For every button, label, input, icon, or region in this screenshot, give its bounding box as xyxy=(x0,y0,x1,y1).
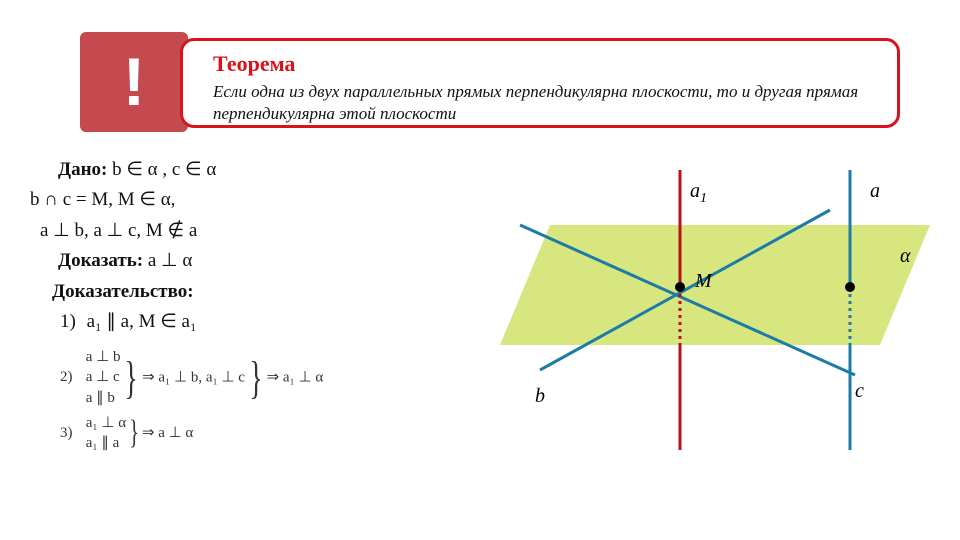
theorem-text: Если одна из двух параллельных прямых пе… xyxy=(213,81,877,125)
label-b: b xyxy=(535,385,545,408)
label-c: c xyxy=(855,380,864,403)
diagram-svg xyxy=(460,170,940,470)
prove-text: a ⊥ α xyxy=(148,250,192,271)
brace-icon: } xyxy=(129,418,139,449)
step3: 3) a₁ ⊥ α a₁ ∥ a } ⇒ a ⊥ α xyxy=(60,413,193,454)
step2: 2) a ⊥ b a ⊥ c a ∥ b } ⇒ a₁ ⊥ b, a₁ ⊥ c … xyxy=(60,347,323,408)
plane-alpha xyxy=(500,225,930,345)
step3-r: ⇒ a ⊥ α xyxy=(142,425,193,441)
step2-r2: ⇒ a₁ ⊥ α xyxy=(267,369,324,385)
step3-l2: a₁ ∥ a xyxy=(86,433,126,453)
given-1: b ∈ α , c ∈ α xyxy=(112,159,216,180)
given-2: b ∩ c = M, M ∈ α, xyxy=(30,185,470,215)
theorem-box: Теорема Если одна из двух параллельных п… xyxy=(180,38,900,128)
given-label: Дано: xyxy=(58,159,107,180)
point-m xyxy=(675,282,685,292)
label-a1: a1 xyxy=(690,180,707,207)
step1-text: a₁ ∥ a, M ∈ a₁ xyxy=(87,311,197,332)
theorem-header: ! Теорема Если одна из двух параллельных… xyxy=(80,32,900,132)
step2-l2: a ⊥ c xyxy=(86,367,121,387)
step1-num: 1) xyxy=(60,311,76,332)
prove-label: Доказать: xyxy=(58,250,143,271)
given-3: a ⊥ b, a ⊥ c, M ∉ a xyxy=(30,216,470,246)
brace-icon: } xyxy=(125,357,138,398)
step3-num: 3) xyxy=(60,423,82,443)
label-alpha: α xyxy=(900,245,911,268)
proof-label: Доказательство: xyxy=(30,277,470,307)
diagram: a1 a α Mb c xyxy=(460,170,940,470)
brace-icon: } xyxy=(249,357,262,398)
point-a xyxy=(845,282,855,292)
proof-block: Дано: b ∈ α , c ∈ α b ∩ c = M, M ∈ α, a … xyxy=(30,155,470,337)
step2-r1: ⇒ a₁ ⊥ b, a₁ ⊥ c xyxy=(142,369,245,385)
step2-l3: a ∥ b xyxy=(86,388,121,408)
step2-num: 2) xyxy=(60,367,82,387)
label-M: M xyxy=(695,270,712,293)
label-a: a xyxy=(870,180,880,203)
exclamation-badge: ! xyxy=(80,32,188,132)
step2-l1: a ⊥ b xyxy=(86,347,121,367)
theorem-title: Теорема xyxy=(213,51,877,77)
step3-l1: a₁ ⊥ α xyxy=(86,413,126,433)
